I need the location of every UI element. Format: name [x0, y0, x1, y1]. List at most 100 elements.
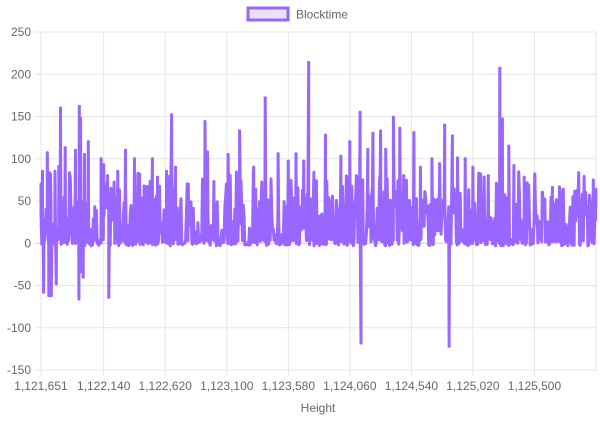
data-point [533, 186, 536, 190]
x-axis-label: Height [301, 401, 336, 415]
data-point [412, 131, 416, 135]
data-point [276, 152, 280, 156]
data-point [116, 169, 120, 173]
y-tick-label: -150 [7, 363, 31, 377]
y-tick-label: -50 [14, 279, 32, 293]
data-point [558, 189, 562, 193]
data-point [174, 165, 177, 169]
data-point [57, 164, 61, 168]
data-point [398, 126, 402, 130]
x-axis-ticks: 1,121,651 1,122,140 1,122,620 1,123,100 1,12… [14, 379, 561, 393]
y-tick-label: 100 [11, 152, 31, 166]
legend[interactable]: Blocktime [246, 6, 348, 22]
data-point [226, 153, 230, 156]
data-point [59, 106, 62, 110]
data-point [479, 172, 483, 176]
y-tick-label: 200 [11, 67, 31, 81]
x-tick-label: 1,124,060 [323, 379, 377, 393]
data-point [358, 110, 362, 114]
x-tick-label: 1,123,580 [262, 379, 316, 393]
x-tick-label: 1,121,651 [14, 379, 68, 393]
data-point [286, 159, 290, 163]
data-point [361, 178, 365, 182]
data-point [571, 195, 575, 199]
data-point [324, 133, 327, 137]
data-point [584, 191, 588, 194]
legend-swatch-blocktime[interactable] [246, 6, 290, 22]
data-point [44, 208, 48, 211]
series-blocktime [39, 60, 598, 348]
data-point [138, 172, 142, 176]
data-point [124, 148, 127, 152]
data-point [379, 129, 383, 133]
data-point [359, 341, 363, 345]
data-point [49, 172, 52, 176]
data-point [74, 148, 77, 152]
data-point [463, 157, 467, 161]
data-point [212, 180, 216, 184]
data-point [430, 157, 434, 161]
data-point [550, 186, 554, 189]
data-point [371, 131, 375, 135]
data-point [186, 182, 190, 186]
data-point [522, 175, 526, 179]
series-line-blocktime [39, 60, 598, 348]
data-point [391, 115, 395, 119]
data-point [348, 140, 352, 144]
data-point [165, 169, 168, 173]
x-tick-label: 1,125,020 [446, 379, 500, 393]
data-point [294, 152, 298, 156]
data-point [53, 169, 57, 173]
data-point [150, 157, 154, 161]
data-point [471, 165, 475, 169]
data-point [47, 294, 51, 298]
data-point [443, 123, 447, 127]
data-point [63, 146, 67, 150]
data-point [238, 129, 242, 133]
data-point [438, 162, 442, 166]
data-point [41, 169, 44, 173]
data-point [106, 174, 109, 178]
x-tick-label: 1,124,540 [385, 379, 439, 393]
data-point [302, 159, 306, 163]
legend-label-blocktime[interactable]: Blocktime [296, 8, 348, 22]
data-point [339, 154, 343, 158]
data-point [49, 294, 53, 298]
data-point [594, 187, 598, 191]
data-point [402, 174, 406, 178]
x-tick-label: 1,122,620 [139, 379, 193, 393]
y-axis-ticks: -150 -100 -50 0 50 100 150 200 250 [7, 25, 31, 377]
data-point [384, 148, 388, 151]
data-point [540, 191, 544, 194]
data-point [99, 157, 103, 161]
data-point [42, 290, 46, 294]
data-point [83, 153, 86, 156]
y-tick-label: 0 [24, 236, 31, 250]
data-point [133, 157, 136, 161]
data-point [312, 170, 316, 174]
data-point [325, 180, 329, 184]
data-point [102, 163, 106, 167]
data-point [450, 134, 454, 138]
x-tick-label: 1,122,140 [77, 379, 131, 393]
data-point [203, 120, 207, 124]
data-point [206, 150, 209, 154]
data-point [263, 96, 267, 100]
data-point [86, 140, 90, 144]
data-point [68, 182, 72, 186]
data-point [498, 66, 502, 70]
data-point [54, 282, 58, 286]
data-point [39, 182, 43, 186]
y-tick-label: 50 [18, 194, 32, 208]
data-point [252, 165, 256, 169]
y-tick-label: -100 [7, 321, 31, 335]
data-point [500, 117, 504, 121]
data-point [447, 344, 451, 348]
data-point [418, 165, 422, 169]
data-point [366, 148, 370, 151]
data-point [170, 113, 174, 117]
data-point [486, 174, 490, 178]
data-point [79, 116, 83, 120]
